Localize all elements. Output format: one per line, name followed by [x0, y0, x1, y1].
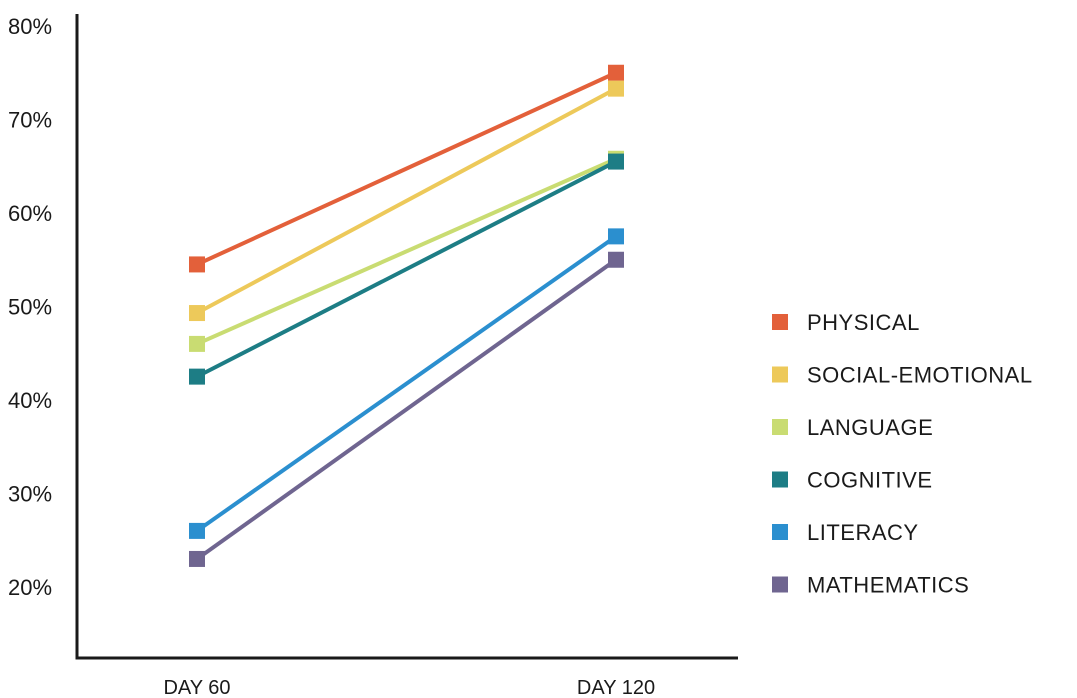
legend-swatch — [772, 524, 788, 540]
series-line-cognitive — [196, 159, 617, 379]
legend-item: COGNITIVE — [772, 468, 933, 493]
series-line-social-emotional — [196, 86, 617, 315]
y-tick-label: 30% — [8, 482, 52, 507]
series-line-language — [196, 156, 617, 346]
legend-label: COGNITIVE — [807, 468, 933, 493]
legend-item: MATHEMATICS — [772, 573, 969, 598]
legend-item: LANGUAGE — [772, 415, 933, 440]
x-tick-label: DAY 120 — [577, 677, 655, 698]
y-tick-label: 70% — [8, 108, 52, 133]
series-line-physical — [196, 70, 617, 267]
legend-label: MATHEMATICS — [807, 573, 969, 598]
data-point-physical — [608, 64, 624, 81]
data-point-cognitive — [189, 368, 205, 385]
legend-swatch — [772, 419, 788, 435]
legend-label: PHYSICAL — [807, 310, 920, 335]
x-axis-ticks: DAY 60 DAY 120 — [163, 677, 655, 698]
data-point-mathematics — [189, 550, 205, 567]
legend-item: SOCIAL-EMOTIONAL — [772, 363, 1033, 388]
y-tick-label: 80% — [8, 14, 52, 39]
legend-label: SOCIAL-EMOTIONAL — [807, 363, 1033, 388]
legend: PHYSICAL SOCIAL-EMOTIONAL LANGUAGE COGNITIV… — [772, 310, 1033, 598]
legend-swatch — [772, 366, 788, 383]
data-point-language — [189, 335, 205, 352]
legend-label: LANGUAGE — [807, 415, 933, 440]
legend-swatch — [772, 471, 788, 488]
legend-swatch — [772, 576, 788, 593]
series-line-mathematics — [195, 258, 618, 561]
series-line-literacy — [195, 234, 618, 533]
data-point-literacy — [189, 522, 205, 539]
y-tick-label: 50% — [8, 295, 52, 320]
y-axis-ticks: 20% 30% 40% 50% 60% 70% 80% — [8, 14, 52, 600]
axes — [75, 14, 738, 660]
data-point-cognitive — [608, 153, 624, 170]
y-tick-label: 20% — [8, 575, 52, 600]
legend-swatch — [772, 314, 788, 330]
y-tick-label: 60% — [8, 201, 52, 226]
data-point-physical — [189, 256, 205, 273]
data-point-literacy — [608, 228, 624, 245]
series-lines — [195, 70, 618, 561]
data-point-social-emotional — [189, 305, 205, 322]
data-point-mathematics — [608, 251, 624, 268]
x-tick-label: DAY 60 — [163, 677, 230, 698]
legend-label: LITERACY — [807, 520, 919, 545]
legend-item: LITERACY — [772, 520, 919, 545]
legend-item: PHYSICAL — [772, 310, 920, 335]
y-tick-label: 40% — [8, 388, 52, 413]
data-point-social-emotional — [608, 80, 624, 97]
series-markers — [189, 64, 624, 567]
